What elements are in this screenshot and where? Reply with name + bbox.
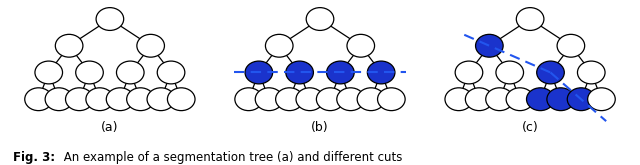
Text: Fig. 3:: Fig. 3:: [13, 151, 55, 164]
Ellipse shape: [465, 88, 493, 111]
Ellipse shape: [127, 88, 154, 111]
Text: (b): (b): [311, 121, 329, 134]
Ellipse shape: [235, 88, 262, 111]
Ellipse shape: [306, 8, 334, 30]
Ellipse shape: [486, 88, 513, 111]
Text: An example of a segmentation tree (a) and different cuts: An example of a segmentation tree (a) an…: [60, 151, 402, 164]
Text: (a): (a): [101, 121, 118, 134]
Ellipse shape: [547, 88, 575, 111]
Ellipse shape: [567, 88, 595, 111]
Ellipse shape: [445, 88, 472, 111]
Ellipse shape: [296, 88, 324, 111]
Ellipse shape: [96, 8, 124, 30]
Ellipse shape: [516, 8, 544, 30]
Ellipse shape: [455, 61, 483, 84]
Ellipse shape: [255, 88, 283, 111]
Ellipse shape: [106, 88, 134, 111]
Ellipse shape: [537, 61, 564, 84]
Ellipse shape: [367, 61, 395, 84]
Ellipse shape: [506, 88, 534, 111]
Ellipse shape: [588, 88, 615, 111]
Ellipse shape: [116, 61, 144, 84]
Ellipse shape: [168, 88, 195, 111]
Ellipse shape: [276, 88, 303, 111]
Ellipse shape: [55, 34, 83, 57]
Ellipse shape: [86, 88, 113, 111]
Ellipse shape: [378, 88, 405, 111]
Ellipse shape: [577, 61, 605, 84]
Ellipse shape: [337, 88, 364, 111]
Ellipse shape: [326, 61, 354, 84]
Ellipse shape: [357, 88, 385, 111]
Ellipse shape: [25, 88, 52, 111]
Ellipse shape: [496, 61, 524, 84]
Ellipse shape: [557, 34, 585, 57]
Ellipse shape: [527, 88, 554, 111]
Ellipse shape: [76, 61, 103, 84]
Ellipse shape: [65, 88, 93, 111]
Ellipse shape: [35, 61, 63, 84]
Ellipse shape: [347, 34, 374, 57]
Ellipse shape: [286, 61, 314, 84]
Ellipse shape: [157, 61, 185, 84]
Ellipse shape: [137, 34, 164, 57]
Text: (c): (c): [522, 121, 538, 134]
Ellipse shape: [45, 88, 73, 111]
Ellipse shape: [245, 61, 273, 84]
Ellipse shape: [476, 34, 503, 57]
Ellipse shape: [266, 34, 293, 57]
Ellipse shape: [316, 88, 344, 111]
Ellipse shape: [147, 88, 175, 111]
